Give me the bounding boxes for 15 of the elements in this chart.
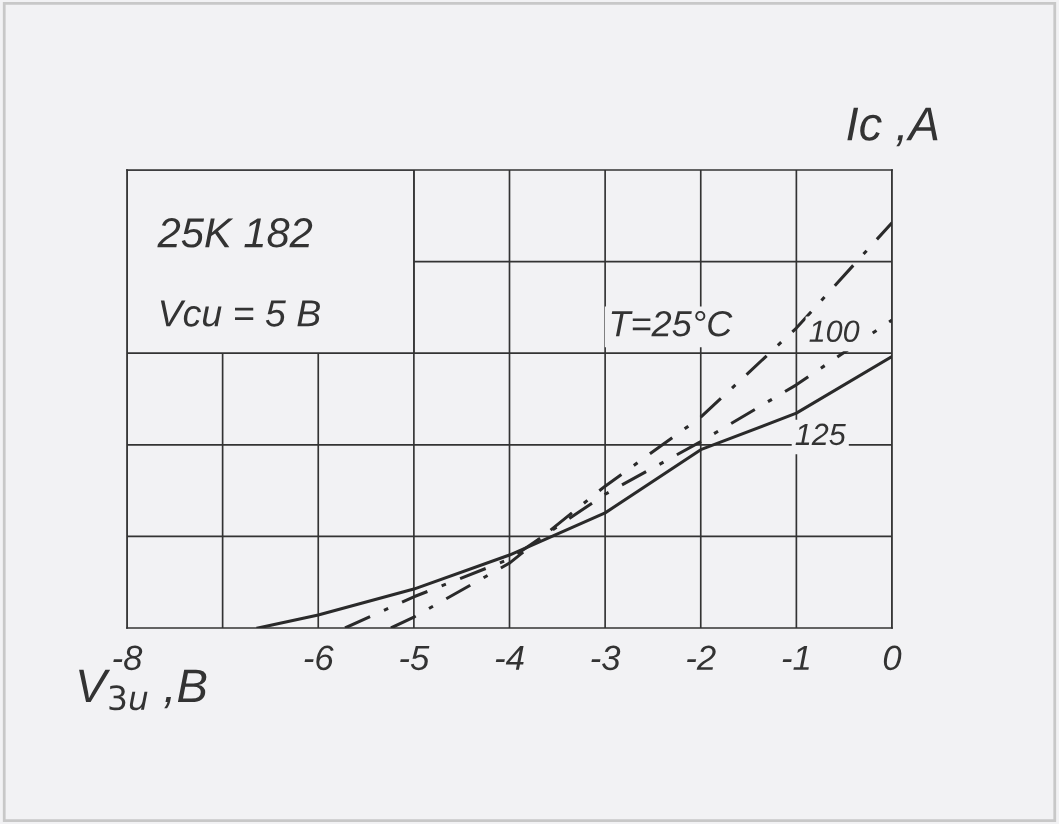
x-tick-label: -6 xyxy=(304,645,334,671)
annotation: 25K 182 xyxy=(157,218,313,248)
series-label: 100 xyxy=(809,320,860,343)
x-tick-label: -3 xyxy=(591,645,621,671)
annotation: Vcu = 5 B xyxy=(160,300,320,327)
y-axis-title: Ic ,A xyxy=(847,107,938,147)
series-label: 125 xyxy=(795,423,846,446)
x-axis-title: V$_{3u}$ ,B xyxy=(79,669,207,711)
x-tick-label: -8 xyxy=(113,645,143,671)
x-tick-label: -5 xyxy=(400,645,430,671)
x-tick-label: 0 xyxy=(883,645,902,671)
x-tick-label: -4 xyxy=(495,645,524,670)
series-label: T=25°C xyxy=(611,310,733,337)
x-tick-label: -2 xyxy=(687,645,716,670)
x-tick-label: -1 xyxy=(782,645,809,670)
